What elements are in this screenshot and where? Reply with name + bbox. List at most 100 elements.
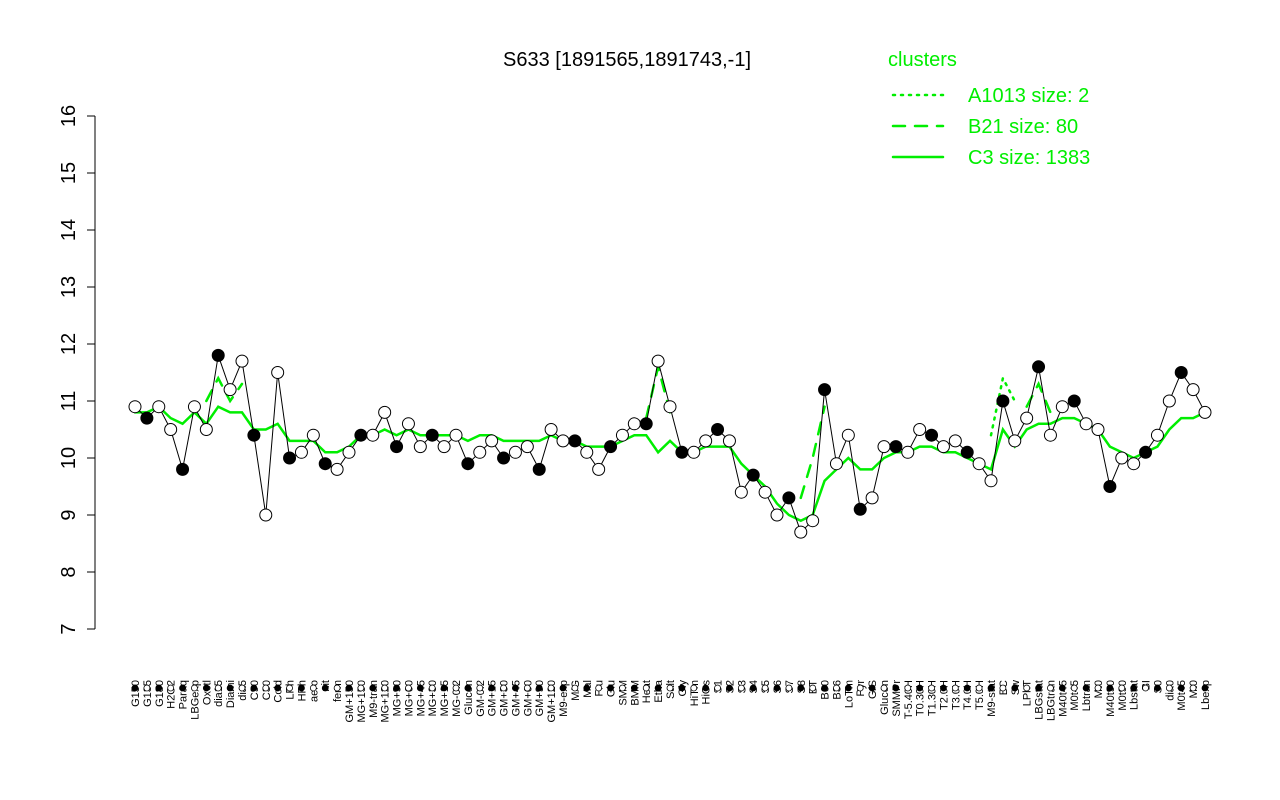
data-point (1020, 411, 1034, 425)
rug-marker (951, 684, 959, 692)
x-tick-label: H2O2 (166, 680, 178, 709)
rug-marker (559, 684, 567, 692)
data-point (996, 394, 1010, 408)
x-tick-label: M0t45 (1176, 680, 1188, 711)
rug-marker (1189, 684, 1197, 692)
rug-marker (369, 684, 377, 692)
data-point (877, 440, 891, 454)
rug-marker (678, 684, 686, 692)
y-tick-label: 10 (58, 447, 80, 469)
rug-marker (844, 684, 852, 692)
rug-marker (773, 684, 781, 692)
rug-marker (702, 684, 710, 692)
data-point (1079, 417, 1093, 431)
x-tick-label: Lbexp (1200, 680, 1212, 710)
data-point (699, 434, 713, 448)
rug-marker (630, 684, 638, 692)
data-point (889, 440, 903, 454)
data-point (449, 428, 463, 442)
rug-marker (654, 684, 662, 692)
rug-marker (500, 684, 507, 692)
x-tick-label: LoTm (843, 680, 855, 708)
rug-marker (131, 684, 139, 692)
x-tick-label: Lbtran (1081, 680, 1093, 711)
rug-marker (405, 684, 412, 692)
data-point (568, 434, 582, 448)
data-point (413, 440, 427, 454)
data-point (651, 354, 665, 368)
rug-marker (179, 684, 186, 692)
data-point (841, 428, 855, 442)
data-point (176, 462, 190, 476)
rug-marker (1094, 684, 1102, 692)
x-tick-label: Cold (273, 680, 285, 703)
data-point (1162, 394, 1176, 408)
data-point (378, 405, 392, 419)
data-point (152, 400, 166, 414)
data-point (556, 434, 570, 448)
data-point (746, 468, 760, 482)
cluster-line (799, 405, 826, 500)
x-tick-label: Diami (225, 680, 237, 708)
data-point (960, 445, 974, 459)
rug-marker (809, 684, 817, 692)
data-point (758, 485, 772, 499)
data-point (223, 383, 237, 397)
data-point (592, 462, 606, 476)
rug-marker (975, 684, 983, 692)
data-point (199, 423, 213, 436)
data-point (128, 400, 142, 414)
rug-marker (298, 684, 305, 692)
y-tick-label: 14 (58, 219, 80, 241)
y-tick-label: 11 (58, 391, 80, 412)
rug-marker (761, 684, 769, 692)
data-point (1174, 366, 1188, 379)
rug-marker (666, 684, 674, 692)
rug-marker (999, 684, 1007, 692)
rug-marker (963, 684, 971, 692)
data-point (913, 423, 927, 436)
data-point (187, 400, 201, 414)
data-point (1198, 405, 1212, 419)
rug-marker (535, 684, 543, 692)
data-point (437, 440, 451, 454)
x-tick-label: dia15 (213, 680, 225, 707)
data-point (687, 445, 701, 459)
data-point (818, 383, 832, 397)
data-point (532, 462, 546, 476)
data-point (1139, 445, 1153, 459)
data-point (140, 411, 154, 425)
data-point (627, 417, 641, 431)
rug-marker (1082, 684, 1090, 692)
x-tick-label: Paraq (178, 680, 190, 709)
x-tick-label: G180 (154, 680, 166, 707)
expression-line (134, 355, 1206, 534)
rug-marker (238, 684, 246, 692)
rug-marker (928, 684, 935, 692)
rug-marker (619, 684, 626, 692)
data-point (1032, 360, 1046, 374)
rug-marker (155, 684, 163, 692)
rug-marker (381, 684, 389, 692)
data-point (283, 451, 297, 465)
rug-marker (642, 684, 650, 692)
data-point (948, 434, 962, 448)
rug-marker (262, 684, 270, 692)
data-point (520, 440, 534, 454)
x-tick-label: HiOs (701, 680, 713, 705)
rug-marker (595, 684, 603, 692)
rug-marker (202, 684, 210, 692)
x-tick-label: Lbstat (1129, 680, 1141, 710)
data-point (722, 434, 736, 448)
data-point (497, 451, 511, 465)
rug-marker (1201, 684, 1209, 692)
data-point (461, 457, 475, 471)
rug-marker (868, 684, 876, 692)
x-tick-label: T2.0H (938, 680, 950, 710)
rug-marker (1035, 684, 1042, 692)
data-point (925, 428, 939, 442)
data-point (259, 508, 273, 522)
y-tick-label: 15 (58, 162, 80, 184)
data-point (865, 491, 879, 505)
